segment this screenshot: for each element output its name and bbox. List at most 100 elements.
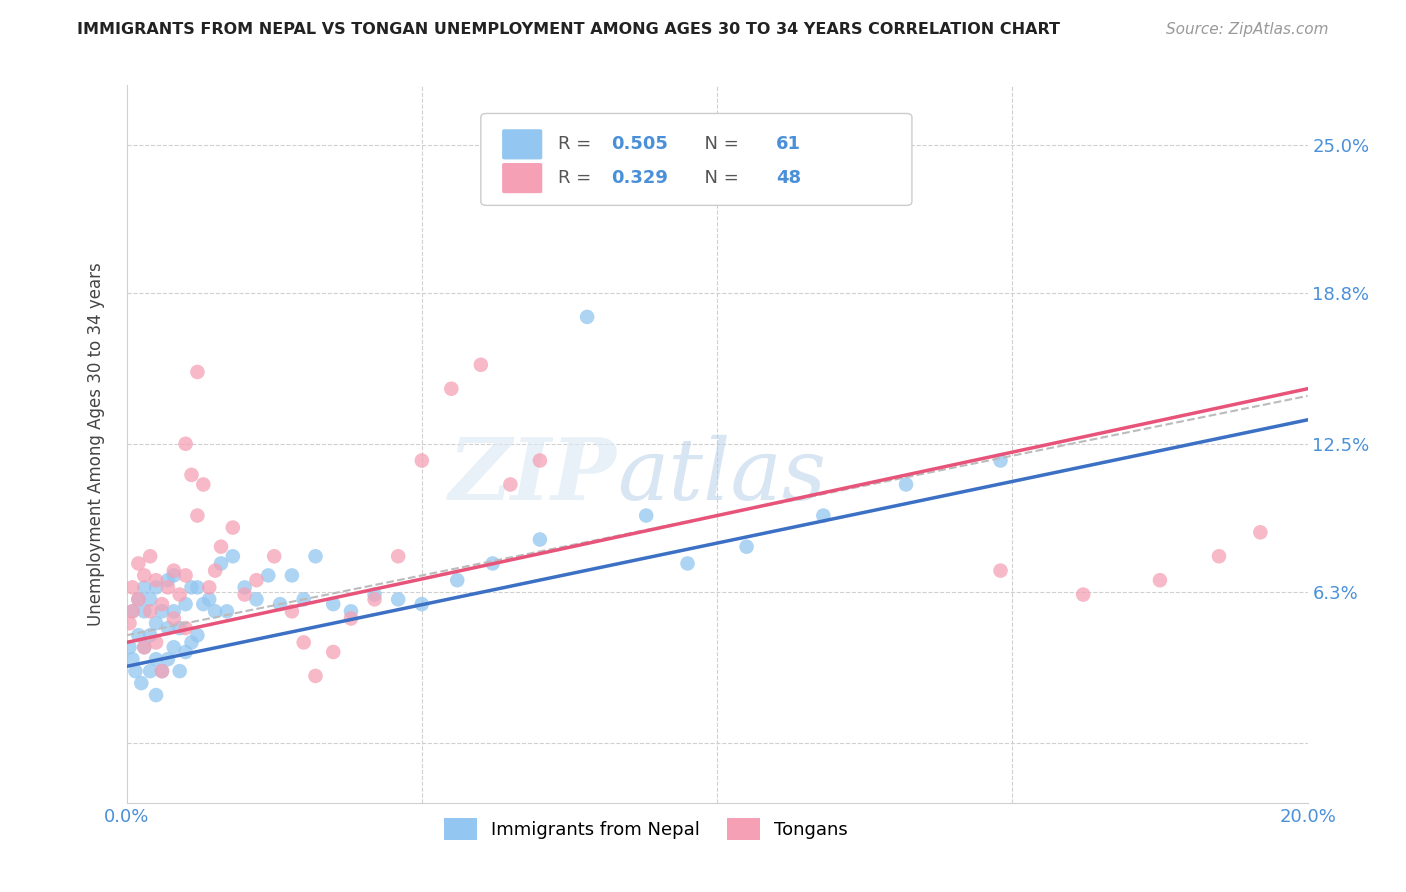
Text: R =: R = bbox=[558, 169, 596, 187]
Point bbox=[735, 540, 758, 554]
Point bbox=[174, 621, 197, 635]
Point bbox=[145, 581, 167, 595]
Point bbox=[322, 645, 344, 659]
Text: atlas: atlas bbox=[617, 434, 825, 517]
Point bbox=[411, 453, 433, 467]
Point bbox=[363, 592, 385, 607]
Point bbox=[186, 581, 208, 595]
Point bbox=[292, 635, 315, 649]
Point bbox=[481, 557, 503, 571]
Point bbox=[446, 573, 468, 587]
Point bbox=[222, 520, 245, 534]
Point bbox=[180, 467, 202, 482]
Point bbox=[292, 592, 315, 607]
Point bbox=[145, 573, 167, 587]
Point bbox=[139, 549, 162, 564]
FancyBboxPatch shape bbox=[481, 113, 912, 205]
Point bbox=[156, 581, 179, 595]
Point bbox=[257, 568, 280, 582]
Point bbox=[263, 549, 285, 564]
Point bbox=[150, 664, 173, 678]
Point bbox=[139, 628, 162, 642]
Point bbox=[1071, 588, 1094, 602]
Point bbox=[150, 604, 173, 618]
Point bbox=[134, 604, 156, 618]
Point bbox=[209, 540, 232, 554]
Point bbox=[139, 592, 162, 607]
Point bbox=[121, 581, 143, 595]
Text: R =: R = bbox=[558, 136, 596, 153]
Text: ZIP: ZIP bbox=[449, 434, 617, 518]
Point bbox=[411, 597, 433, 611]
Point bbox=[636, 508, 658, 523]
Point bbox=[156, 652, 179, 666]
Point bbox=[118, 616, 141, 631]
Point bbox=[894, 477, 917, 491]
Point bbox=[180, 581, 202, 595]
Point bbox=[363, 588, 385, 602]
Point bbox=[150, 664, 173, 678]
Point bbox=[233, 588, 256, 602]
Point bbox=[209, 557, 232, 571]
Point bbox=[204, 564, 226, 578]
Point bbox=[576, 310, 599, 324]
Text: N =: N = bbox=[693, 136, 745, 153]
Point bbox=[129, 676, 153, 690]
Point bbox=[134, 640, 156, 655]
Point bbox=[676, 557, 699, 571]
Point bbox=[304, 669, 326, 683]
Point bbox=[186, 628, 208, 642]
Point bbox=[174, 568, 197, 582]
Point bbox=[127, 628, 149, 642]
Point bbox=[499, 477, 522, 491]
Point bbox=[281, 604, 304, 618]
Point bbox=[304, 549, 326, 564]
Point bbox=[127, 592, 149, 607]
Point bbox=[145, 635, 167, 649]
Text: 61: 61 bbox=[776, 136, 801, 153]
Point bbox=[134, 581, 156, 595]
Point bbox=[127, 592, 149, 607]
Point bbox=[204, 604, 226, 618]
Point bbox=[145, 652, 167, 666]
Point bbox=[470, 358, 492, 372]
Point bbox=[340, 611, 363, 625]
Point bbox=[440, 382, 463, 396]
Point bbox=[222, 549, 245, 564]
Point bbox=[813, 508, 835, 523]
Point bbox=[281, 568, 304, 582]
Point bbox=[245, 573, 267, 587]
Point bbox=[1149, 573, 1171, 587]
Point bbox=[163, 604, 186, 618]
Point bbox=[121, 652, 143, 666]
Point bbox=[387, 549, 409, 564]
Point bbox=[145, 688, 167, 702]
Point bbox=[169, 664, 191, 678]
Point bbox=[163, 611, 186, 625]
Text: 0.329: 0.329 bbox=[610, 169, 668, 187]
Point bbox=[215, 604, 238, 618]
Point bbox=[180, 635, 202, 649]
Point bbox=[121, 604, 143, 618]
Point bbox=[174, 597, 197, 611]
Point bbox=[169, 621, 191, 635]
Point bbox=[1249, 525, 1271, 540]
Point bbox=[193, 477, 215, 491]
Point bbox=[163, 564, 186, 578]
FancyBboxPatch shape bbox=[502, 163, 543, 194]
Point bbox=[118, 640, 141, 655]
Text: 48: 48 bbox=[776, 169, 801, 187]
Point bbox=[145, 616, 167, 631]
Point bbox=[156, 573, 179, 587]
Point bbox=[529, 453, 551, 467]
Text: N =: N = bbox=[693, 169, 745, 187]
Legend: Immigrants from Nepal, Tongans: Immigrants from Nepal, Tongans bbox=[437, 811, 855, 847]
Point bbox=[174, 437, 197, 451]
Text: Source: ZipAtlas.com: Source: ZipAtlas.com bbox=[1166, 22, 1329, 37]
FancyBboxPatch shape bbox=[502, 129, 543, 160]
Text: 0.505: 0.505 bbox=[610, 136, 668, 153]
Point bbox=[198, 592, 221, 607]
Point bbox=[134, 568, 156, 582]
Point bbox=[198, 581, 221, 595]
Point bbox=[245, 592, 267, 607]
